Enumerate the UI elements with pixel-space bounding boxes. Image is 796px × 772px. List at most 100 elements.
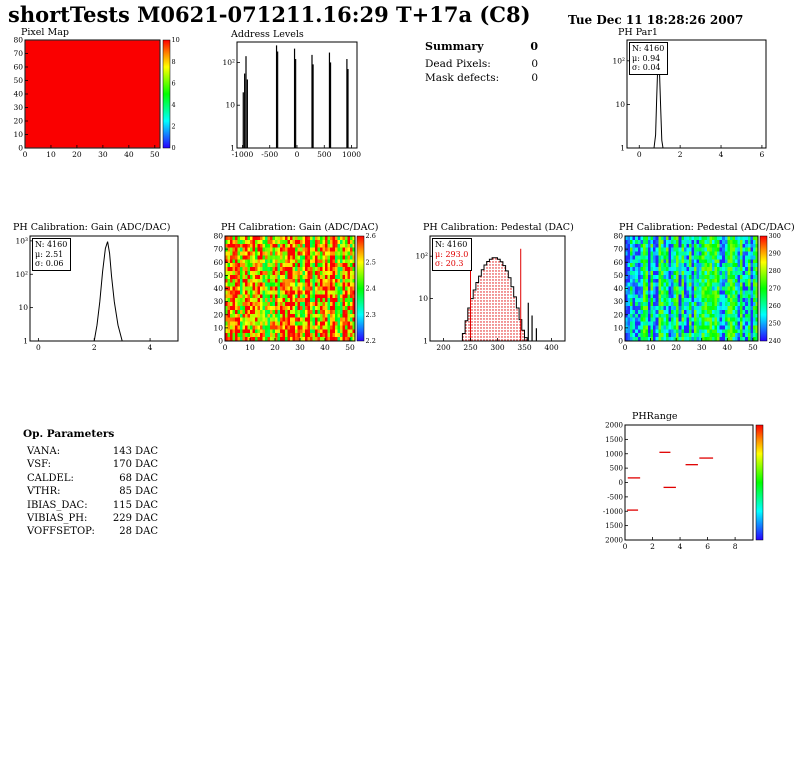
svg-text:2.6: 2.6	[366, 232, 376, 240]
svg-text:30: 30	[213, 297, 223, 306]
stats-line: σ: 0.04	[632, 63, 661, 72]
svg-text:2.5: 2.5	[366, 258, 376, 266]
svg-text:60: 60	[13, 63, 23, 72]
svg-text:20: 20	[213, 310, 223, 319]
stats-line: μ: 0.94	[632, 53, 661, 63]
op-param-row: VTHR: 85 DAC	[27, 485, 158, 498]
summary-row: Dead Pixels: 0	[425, 57, 538, 71]
svg-text:260: 260	[769, 302, 781, 310]
svg-text:20: 20	[72, 150, 82, 159]
stats-line: N: 4160	[35, 240, 68, 249]
svg-text:0: 0	[618, 337, 623, 346]
op-param-row: VOFFSETOP: 28 DAC	[27, 525, 158, 538]
svg-text:1: 1	[230, 144, 235, 153]
svg-text:80: 80	[213, 232, 223, 241]
svg-text:2: 2	[92, 343, 97, 352]
svg-text:10: 10	[46, 150, 56, 159]
op-parameters: Op. Parameters VANA: 143 DAC VSF: 170 DAC CA…	[23, 428, 158, 539]
summary-row-value: 0	[531, 72, 538, 84]
svg-text:6: 6	[172, 79, 176, 87]
gain-1d-title: PH Calibration: Gain (ADC/DAC)	[13, 222, 171, 233]
svg-text:250: 250	[769, 320, 781, 328]
op-param-row: VSF: 170 DAC	[27, 458, 158, 471]
gain-2d-title: PH Calibration: Gain (ADC/DAC)	[221, 222, 379, 233]
ph-par1-title: PH Par1	[618, 27, 658, 38]
svg-text:10: 10	[418, 294, 428, 303]
ph_par1-plot: 0 2 4 6 1 10 10²	[612, 39, 767, 159]
svg-text:20: 20	[270, 343, 280, 352]
svg-text:-500: -500	[607, 493, 623, 501]
op-param-row: VANA: 143 DAC	[27, 445, 158, 458]
pedestal-1d-title: PH Calibration: Pedestal (DAC)	[423, 222, 574, 233]
svg-text:10²: 10²	[415, 252, 428, 261]
pedestal-2d-title: PH Calibration: Pedestal (ADC/DAC)	[619, 222, 795, 233]
op-param-value: 85 DAC	[119, 486, 158, 498]
summary-row-value: 0	[531, 58, 538, 70]
summary-value: 0	[530, 40, 538, 53]
ph_range-plot: 0 2 4 6 8 2000 1500 1000 500 0 -500 -1000 1500 2000	[603, 422, 764, 551]
svg-text:40: 40	[124, 150, 134, 159]
svg-text:6: 6	[705, 542, 710, 551]
svg-text:10: 10	[172, 36, 180, 44]
svg-text:0: 0	[619, 479, 623, 487]
svg-text:80: 80	[613, 232, 623, 241]
svg-text:-500: -500	[261, 150, 278, 159]
svg-text:300: 300	[769, 232, 781, 240]
svg-text:1500: 1500	[605, 436, 623, 444]
op-param-row: VIBIAS_PH: 229 DAC	[27, 512, 158, 525]
op-param-value: 68 DAC	[119, 472, 158, 484]
summary-header: Summary 0	[425, 40, 538, 53]
svg-text:2000: 2000	[605, 422, 623, 430]
svg-text:500: 500	[610, 465, 623, 473]
svg-text:4: 4	[719, 150, 724, 159]
op-param-label: VSF:	[27, 459, 52, 471]
address-levels-title: Address Levels	[231, 29, 304, 40]
summary-block: Summary 0 Dead Pixels: 0 Mask defects: 0	[425, 40, 538, 85]
svg-text:0: 0	[23, 150, 28, 159]
svg-text:80: 80	[13, 36, 23, 45]
pedestal_2d-colorbar	[759, 235, 768, 342]
stats-line: μ: 2.51	[35, 249, 64, 259]
op-param-label: VIBIAS_PH:	[27, 513, 88, 525]
svg-text:500: 500	[317, 150, 332, 159]
svg-text:0: 0	[18, 144, 23, 153]
svg-text:40: 40	[613, 284, 623, 293]
page-title: shortTests M0621-071211.16:29 T+17a (C8)	[8, 2, 531, 27]
gain_2d-plot: 0 10 20 30 40 50 0 10 20 30 40 50 60 70 80 2.6 2.5 2.4 2.3…	[213, 232, 375, 353]
svg-text:2000: 2000	[605, 537, 623, 545]
gain_2d-colorbar	[356, 235, 365, 342]
svg-text:40: 40	[13, 90, 23, 99]
op-param-label: VTHR:	[27, 486, 61, 498]
op-param-value: 170 DAC	[112, 459, 158, 471]
op-param-row: CALDEL: 68 DAC	[27, 472, 158, 485]
summary-row: Mask defects: 0	[425, 71, 538, 85]
pedestal_2d-plot: 0 10 20 30 40 50 0 10 20 30 40 50 60 70 80 300 290 280 270…	[613, 232, 780, 353]
svg-text:0: 0	[36, 343, 41, 352]
svg-text:50: 50	[213, 271, 223, 280]
svg-text:60: 60	[613, 258, 623, 267]
stats-line: σ: 0.06	[35, 259, 64, 268]
svg-text:1500: 1500	[605, 522, 623, 530]
svg-text:-1000: -1000	[603, 508, 623, 516]
svg-text:400: 400	[544, 343, 559, 352]
svg-text:30: 30	[13, 103, 23, 112]
svg-text:4: 4	[172, 101, 176, 109]
summary-title: Summary	[425, 40, 484, 53]
svg-text:10: 10	[13, 130, 23, 139]
svg-text:10: 10	[615, 100, 625, 109]
ph_range-colorbar	[755, 424, 764, 541]
svg-text:50: 50	[150, 150, 160, 159]
svg-text:40: 40	[723, 343, 733, 352]
summary-row-label: Dead Pixels:	[425, 58, 491, 70]
summary-row-label: Mask defects:	[425, 72, 500, 84]
pixel-map-title: Pixel Map	[21, 27, 69, 38]
svg-text:30: 30	[98, 150, 108, 159]
svg-text:2: 2	[678, 150, 683, 159]
address_levels-plot: -1000 -500 0 500 1000 1 10 10²	[222, 41, 361, 159]
svg-text:30: 30	[295, 343, 305, 352]
stats-line: μ: 293.0	[435, 249, 469, 259]
svg-text:20: 20	[613, 310, 623, 319]
stats-line: σ: 20.3	[435, 259, 464, 268]
